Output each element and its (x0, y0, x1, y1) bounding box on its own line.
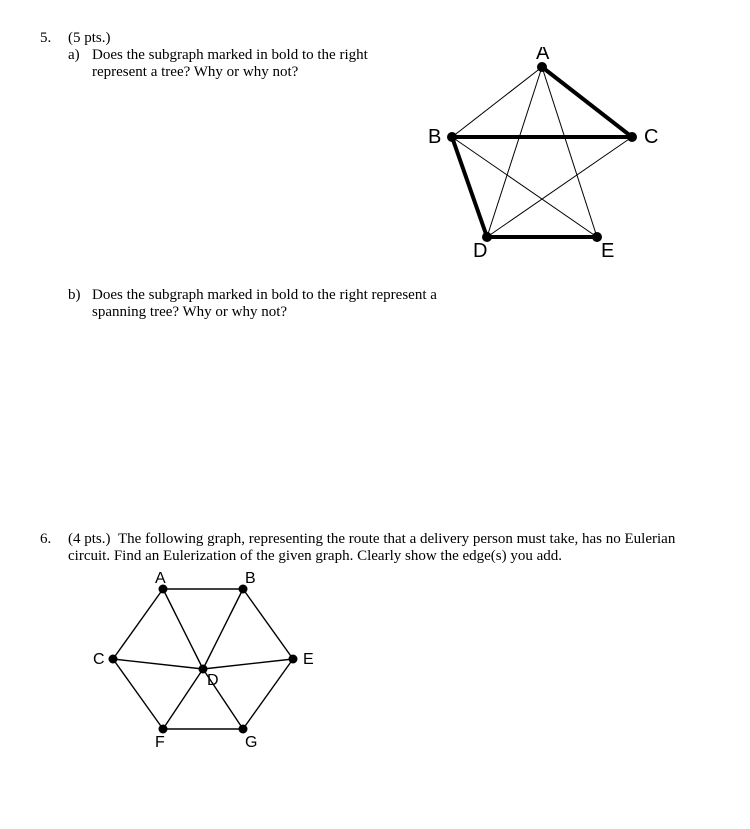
q5-header-row: 5. (5 pts.) (40, 30, 710, 47)
svg-text:B: B (245, 570, 256, 587)
svg-text:C: C (644, 126, 658, 148)
svg-text:E: E (303, 651, 314, 668)
q5-number: 5. (40, 30, 68, 47)
svg-text:G: G (245, 734, 257, 751)
q6-points: (4 pts.) (68, 531, 111, 547)
svg-text:A: A (155, 570, 166, 587)
q6-body: (4 pts.) The following graph, representi… (68, 531, 710, 759)
svg-text:B: B (428, 126, 441, 148)
svg-text:C: C (93, 651, 105, 668)
svg-text:D: D (207, 672, 219, 689)
q5-part-a-row: a) Does the subgraph marked in bold to t… (40, 47, 710, 267)
q5-part-b-row: b) Does the subgraph marked in bold to t… (40, 287, 710, 321)
q6-row: 6. (4 pts.) The following graph, represe… (40, 531, 710, 759)
q5-points: (5 pts.) (68, 30, 710, 47)
q5-b-label: b) (68, 287, 92, 304)
svg-text:E: E (601, 240, 614, 262)
q6-graph-svg: A B C D E F G (68, 569, 338, 759)
q5-b-text: Does the subgraph marked in bold to the … (92, 287, 452, 321)
q6-text: The following graph, representing the ro… (68, 531, 675, 564)
question-5: 5. (5 pts.) a) Does the subgraph marked … (40, 30, 710, 321)
spacer (40, 361, 710, 531)
q6-figure: A B C D E F G (68, 569, 710, 759)
svg-text:F: F (155, 734, 165, 751)
q5-a-label: a) (68, 47, 92, 64)
question-6: 6. (4 pts.) The following graph, represe… (40, 531, 710, 759)
q6-number: 6. (40, 531, 68, 548)
q5-a-text: Does the subgraph marked in bold to the … (92, 47, 412, 81)
svg-text:A: A (536, 47, 550, 64)
q5-figure: A B C D E (412, 47, 672, 267)
q5-graph-svg: A B C D E (412, 47, 672, 267)
svg-text:D: D (473, 240, 487, 262)
